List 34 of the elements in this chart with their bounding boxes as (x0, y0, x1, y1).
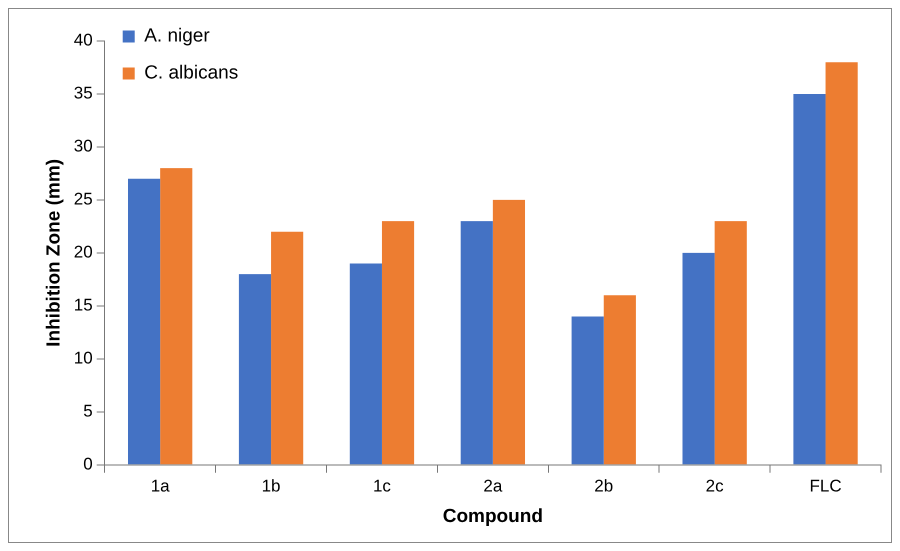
x-tick-label: 1c (372, 476, 392, 496)
y-axis-title: Inhibition Zone (mm) (44, 158, 65, 347)
bar (160, 168, 192, 464)
x-tick-label: FLC (809, 476, 842, 496)
x-tick-label: 1b (262, 476, 281, 496)
x-tick-label: 2c (706, 476, 724, 496)
y-tick-label: 5 (83, 402, 93, 421)
x-tick-label: 2b (594, 476, 614, 496)
legend-label: A. niger (144, 26, 210, 47)
bar (826, 62, 858, 464)
bar (492, 200, 526, 464)
bar (460, 221, 493, 464)
bar (238, 274, 272, 464)
y-tick-label: 15 (74, 296, 93, 315)
y-tick-label: 30 (74, 136, 93, 156)
y-tick-label: 25 (74, 190, 93, 209)
bar (128, 178, 160, 464)
x-tick-label: 2a (483, 476, 503, 496)
y-tick-label: 40 (74, 30, 93, 50)
y-tick-label: 35 (74, 84, 93, 103)
legend-label: C. albicans (144, 62, 238, 84)
bar (572, 316, 604, 464)
x-axis-title: Compound (442, 506, 543, 527)
bar (714, 221, 747, 464)
y-tick-label: 0 (83, 454, 93, 474)
bar (604, 295, 636, 464)
bar (382, 221, 414, 464)
y-tick-label: 20 (74, 242, 93, 262)
bar (350, 263, 382, 464)
bar (271, 232, 304, 464)
bar (793, 94, 826, 464)
x-tick-label: 1a (150, 476, 170, 496)
y-tick-label: 10 (74, 348, 93, 368)
bar (682, 252, 715, 464)
